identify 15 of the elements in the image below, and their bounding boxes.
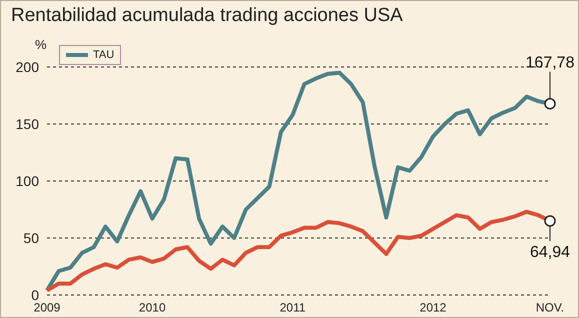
y-tick-label: 0: [31, 286, 40, 303]
y-tick-label: 100: [16, 172, 40, 189]
y-tick-label: 50: [23, 230, 40, 246]
x-tick-label: NOV.: [536, 300, 564, 315]
chart-title: Rentabilidad acumulada trading acciones USA: [11, 5, 403, 27]
annotation: 64,94: [530, 244, 570, 261]
x-tick-label: 2012: [420, 300, 447, 315]
x-tick-label: 2011: [280, 300, 306, 315]
y-tick-label: 200: [16, 58, 40, 75]
y-axis-title: %: [35, 37, 47, 52]
y-tick-label: 150: [16, 116, 40, 132]
legend-label: TAU: [93, 49, 114, 61]
x-tick-label: 2010: [138, 300, 166, 315]
x-tick-label: 2009: [34, 300, 61, 315]
annotation: 167,78: [526, 54, 575, 72]
